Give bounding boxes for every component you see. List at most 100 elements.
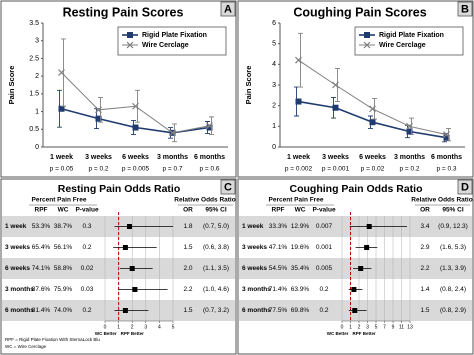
rpf-cell: 77.5% xyxy=(269,307,288,314)
x-tick-label: 6 weeks xyxy=(359,154,386,161)
error-bar xyxy=(209,116,214,136)
odds-ratio-marker xyxy=(358,266,364,271)
x-tick-label: 3 weeks xyxy=(85,154,112,161)
y-tick-label: 4 xyxy=(272,61,276,68)
x-tick-label: 6 weeks xyxy=(122,154,149,161)
p-value-label: p = 0.6 xyxy=(199,166,219,173)
legend-label: Wire Cerclage xyxy=(379,42,426,49)
data-point xyxy=(295,56,302,64)
or-cell: 1.5 xyxy=(183,244,192,251)
ci-cell: (1.6, 5.3) xyxy=(440,244,466,251)
data-point xyxy=(132,124,139,131)
y-tick-label: 3.5 xyxy=(29,20,39,27)
odds-ratio-marker xyxy=(126,224,132,229)
data-point xyxy=(443,131,450,139)
data-point xyxy=(95,115,102,122)
p-cell: 0.2 xyxy=(319,286,328,293)
error-bar xyxy=(135,89,140,123)
error-bar xyxy=(172,123,177,143)
wc-cell: 12.9% xyxy=(291,223,310,230)
odds-ratio-marker xyxy=(122,308,128,313)
or-cell: 2.0 xyxy=(183,265,192,272)
column-header: OR xyxy=(420,207,430,214)
ci-cell: (0.8, 2.4) xyxy=(440,286,466,293)
data-point xyxy=(332,104,339,111)
row-label: 3 weeks xyxy=(5,244,30,251)
p-value-label: p = 0.005 xyxy=(122,166,150,173)
x-axis-label: RPF Better xyxy=(353,331,377,336)
chart-title: Resting Pain Scores xyxy=(63,5,184,19)
wc-cell: 56.1% xyxy=(54,244,73,251)
x-tick-label: 7 xyxy=(383,324,386,330)
x-tick-label: 1 week xyxy=(287,154,310,161)
y-axis-label: Pain Score xyxy=(244,66,253,105)
p-cell: 0.007 xyxy=(316,223,333,230)
x-tick-label: 0 xyxy=(104,324,107,330)
x-tick-label: 6 months xyxy=(194,154,225,161)
column-header: OR xyxy=(183,207,193,214)
footnote: WC = Wire Cerclage xyxy=(5,344,47,349)
y-tick-label: 2 xyxy=(272,103,276,110)
wc-cell: 58.8% xyxy=(54,265,73,272)
legend-box xyxy=(354,26,464,56)
panel-letter: A xyxy=(224,3,232,15)
rpf-cell: 33.3% xyxy=(269,223,288,230)
data-point xyxy=(58,105,65,112)
rpf-cell: 74.1% xyxy=(32,265,51,272)
data-point xyxy=(132,102,139,110)
column-header: P-value xyxy=(75,207,99,214)
error-bar xyxy=(61,38,66,107)
x-tick-label: 1 week xyxy=(50,154,73,161)
or-cell: 2.2 xyxy=(183,286,192,293)
error-bar xyxy=(98,96,103,123)
p-value-label: p = 0.2 xyxy=(88,166,108,173)
panel-letter: C xyxy=(224,181,232,193)
rpf-cell: 87.6% xyxy=(32,286,51,293)
ci-cell: (1.1, 3.5) xyxy=(203,265,229,272)
or-cell: 1.8 xyxy=(183,223,192,230)
x-tick-label: 9 xyxy=(392,324,395,330)
legend-marker xyxy=(363,41,371,49)
panel-letter-box xyxy=(220,1,236,17)
rpf-cell: 53.3% xyxy=(32,223,51,230)
y-tick-label: 2.5 xyxy=(29,55,39,62)
p-cell: 0.2 xyxy=(82,307,91,314)
panel-letter-box xyxy=(457,1,473,17)
rpf-cell: 81.4% xyxy=(32,307,51,314)
chart-title: Coughing Pain Scores xyxy=(293,5,426,19)
x-tick-label: 1 xyxy=(117,324,120,330)
p-cell: 0.02 xyxy=(81,265,94,272)
rpf-cell: 65.4% xyxy=(32,244,51,251)
x-tick-label: 6 months xyxy=(431,154,462,161)
wc-cell: 63.9% xyxy=(291,286,310,293)
error-bar xyxy=(446,127,451,142)
column-header: WC xyxy=(58,207,69,214)
x-tick-label: 11 xyxy=(399,324,404,330)
y-tick-label: 3 xyxy=(272,82,276,89)
p-cell: 0.2 xyxy=(82,244,91,251)
wc-cell: 69.8% xyxy=(291,307,310,314)
legend-marker xyxy=(364,32,370,38)
y-axis-label: Pain Score xyxy=(7,66,16,105)
column-header: RPF xyxy=(35,207,48,214)
x-tick-label: 4 xyxy=(158,324,161,330)
ci-cell: (0.9, 12.3) xyxy=(438,223,468,230)
column-header: 95% CI xyxy=(442,207,464,214)
data-point xyxy=(95,106,102,114)
row-label: 6 weeks xyxy=(5,265,30,272)
data-point xyxy=(332,81,339,89)
column-header: 95% CI xyxy=(205,207,227,214)
rpf-cell: 47.1% xyxy=(269,244,288,251)
data-point xyxy=(206,124,213,131)
data-point xyxy=(169,129,176,137)
y-tick-label: 0 xyxy=(272,144,276,151)
x-tick-label: 2 xyxy=(358,324,361,330)
data-point xyxy=(206,122,213,130)
y-tick-label: 0 xyxy=(35,144,39,151)
p-cell: 0.001 xyxy=(316,244,333,251)
p-value-label: p = 0.001 xyxy=(322,166,350,173)
panel-letter-box xyxy=(220,179,236,195)
x-tick-label: 5 xyxy=(172,324,175,330)
p-value-label: p = 0.02 xyxy=(361,166,385,173)
wc-cell: 74.0% xyxy=(54,307,73,314)
